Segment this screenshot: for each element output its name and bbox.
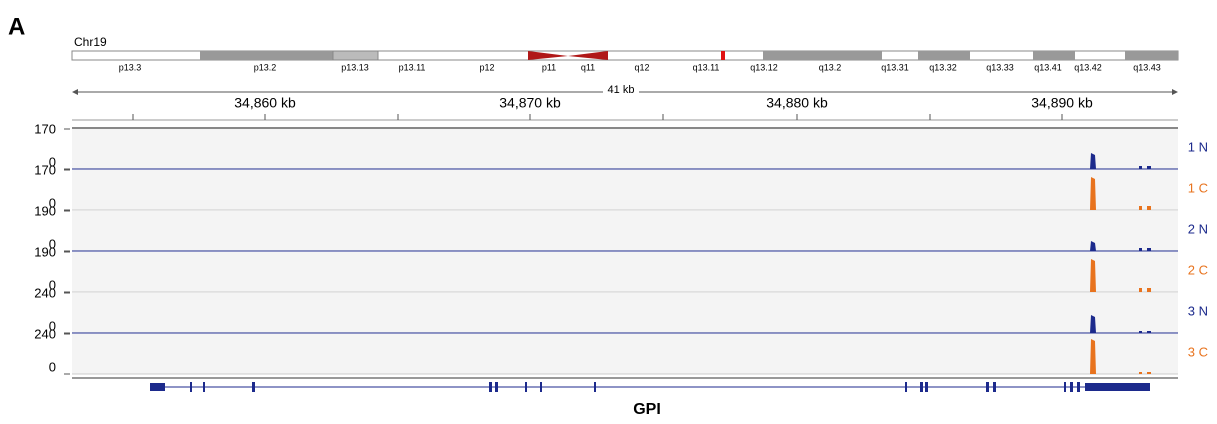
track-min: 0 [49,277,56,292]
ruler-label: 34,860 kb [234,95,296,111]
track-name: 3 N [1188,303,1208,318]
gene-model [72,377,1178,392]
track-name: 1 C [1188,180,1208,195]
track-min: 0 [49,236,56,251]
band-label: p11 [542,62,556,72]
ideogram [71,50,1179,61]
band-label: q13.12 [750,62,778,72]
track-bg [72,293,1178,333]
track-max: 190 [34,203,56,218]
track-name: 2 C [1188,262,1208,277]
track-max: 170 [34,162,56,177]
track-name: 1 N [1188,139,1208,154]
ruler-ticks: 34,860 kb 34,870 kb 34,880 kb 34,890 kb [132,95,1093,120]
band-label: q12 [634,62,649,72]
band-label: q13.2 [819,62,842,72]
band-label: p13.2 [254,62,277,72]
track-bg [72,334,1178,374]
band-label: q13.31 [881,62,909,72]
track-min: 0 [49,154,56,169]
track-name: 3 C [1188,344,1208,359]
band-label: q13.42 [1074,62,1102,72]
track-min: 0 [49,359,56,374]
track-name: 2 N [1188,221,1208,236]
band-label: q13.43 [1133,62,1161,72]
band-label: p13.13 [341,62,369,72]
track-bg [72,170,1178,210]
band-label: p13.11 [399,62,426,72]
ruler-label: 34,870 kb [499,95,561,111]
ruler-label: 34,890 kb [1031,95,1093,111]
gene-name: GPI [633,401,661,418]
track-min: 0 [49,195,56,210]
band-label: p13.3 [119,62,142,72]
panel-label: A [8,13,25,40]
track-max: 190 [34,244,56,259]
track-min: 0 [49,318,56,333]
track-max: 240 [34,285,56,300]
track-max: 170 [34,121,56,136]
band-label: q13.32 [929,62,957,72]
track-bg [72,252,1178,292]
ruler: 41 kb [72,84,1178,121]
band-label: q13.33 [986,62,1014,72]
chromosome-name: Chr19 [74,35,107,49]
track-bg [72,211,1178,251]
ruler-span: 41 kb [608,84,635,96]
track-max: 240 [34,326,56,341]
band-label: q13.41 [1034,62,1062,72]
band-label: q11 [581,62,595,72]
band-label: p12 [479,62,494,72]
band-label: q13.11 [693,62,720,72]
band-labels: p13.3 p13.2 p13.13 p13.11 p12 p11 q11 q12 q13.11… [119,62,1161,72]
ruler-label: 34,880 kb [766,95,828,111]
track-bg [72,129,1178,169]
